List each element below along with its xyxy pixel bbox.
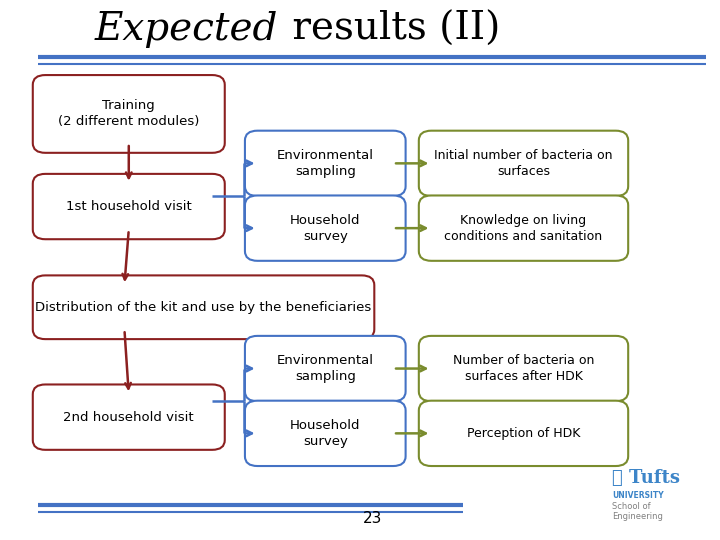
FancyBboxPatch shape <box>245 131 405 196</box>
FancyBboxPatch shape <box>33 75 225 153</box>
Text: Environmental
sampling: Environmental sampling <box>276 354 374 383</box>
Text: Distribution of the kit and use by the beneficiaries: Distribution of the kit and use by the b… <box>35 301 372 314</box>
Text: ★ Tufts: ★ Tufts <box>612 469 680 487</box>
FancyBboxPatch shape <box>33 174 225 239</box>
FancyBboxPatch shape <box>245 336 405 401</box>
FancyBboxPatch shape <box>33 384 225 450</box>
Text: 1st household visit: 1st household visit <box>66 200 192 213</box>
FancyBboxPatch shape <box>419 401 628 466</box>
Text: results (II): results (II) <box>280 11 501 48</box>
Text: Expected: Expected <box>95 11 279 48</box>
Text: Number of bacteria on
surfaces after HDK: Number of bacteria on surfaces after HDK <box>453 354 594 383</box>
FancyBboxPatch shape <box>419 195 628 261</box>
FancyBboxPatch shape <box>245 401 405 466</box>
Text: Perception of HDK: Perception of HDK <box>467 427 580 440</box>
Text: Household
survey: Household survey <box>290 214 361 242</box>
Text: Environmental
sampling: Environmental sampling <box>276 149 374 178</box>
Text: Engineering: Engineering <box>612 512 663 521</box>
FancyBboxPatch shape <box>419 131 628 196</box>
Text: UNIVERSITY: UNIVERSITY <box>612 491 664 500</box>
Text: School of: School of <box>612 502 651 511</box>
FancyBboxPatch shape <box>245 195 405 261</box>
FancyBboxPatch shape <box>419 336 628 401</box>
Text: 23: 23 <box>363 511 382 526</box>
Text: Initial number of bacteria on
surfaces: Initial number of bacteria on surfaces <box>434 149 613 178</box>
Text: Household
survey: Household survey <box>290 419 361 448</box>
Text: Knowledge on living
conditions and sanitation: Knowledge on living conditions and sanit… <box>444 214 603 242</box>
FancyBboxPatch shape <box>33 275 374 339</box>
Text: 2nd household visit: 2nd household visit <box>63 410 194 424</box>
Text: Training
(2 different modules): Training (2 different modules) <box>58 99 199 129</box>
